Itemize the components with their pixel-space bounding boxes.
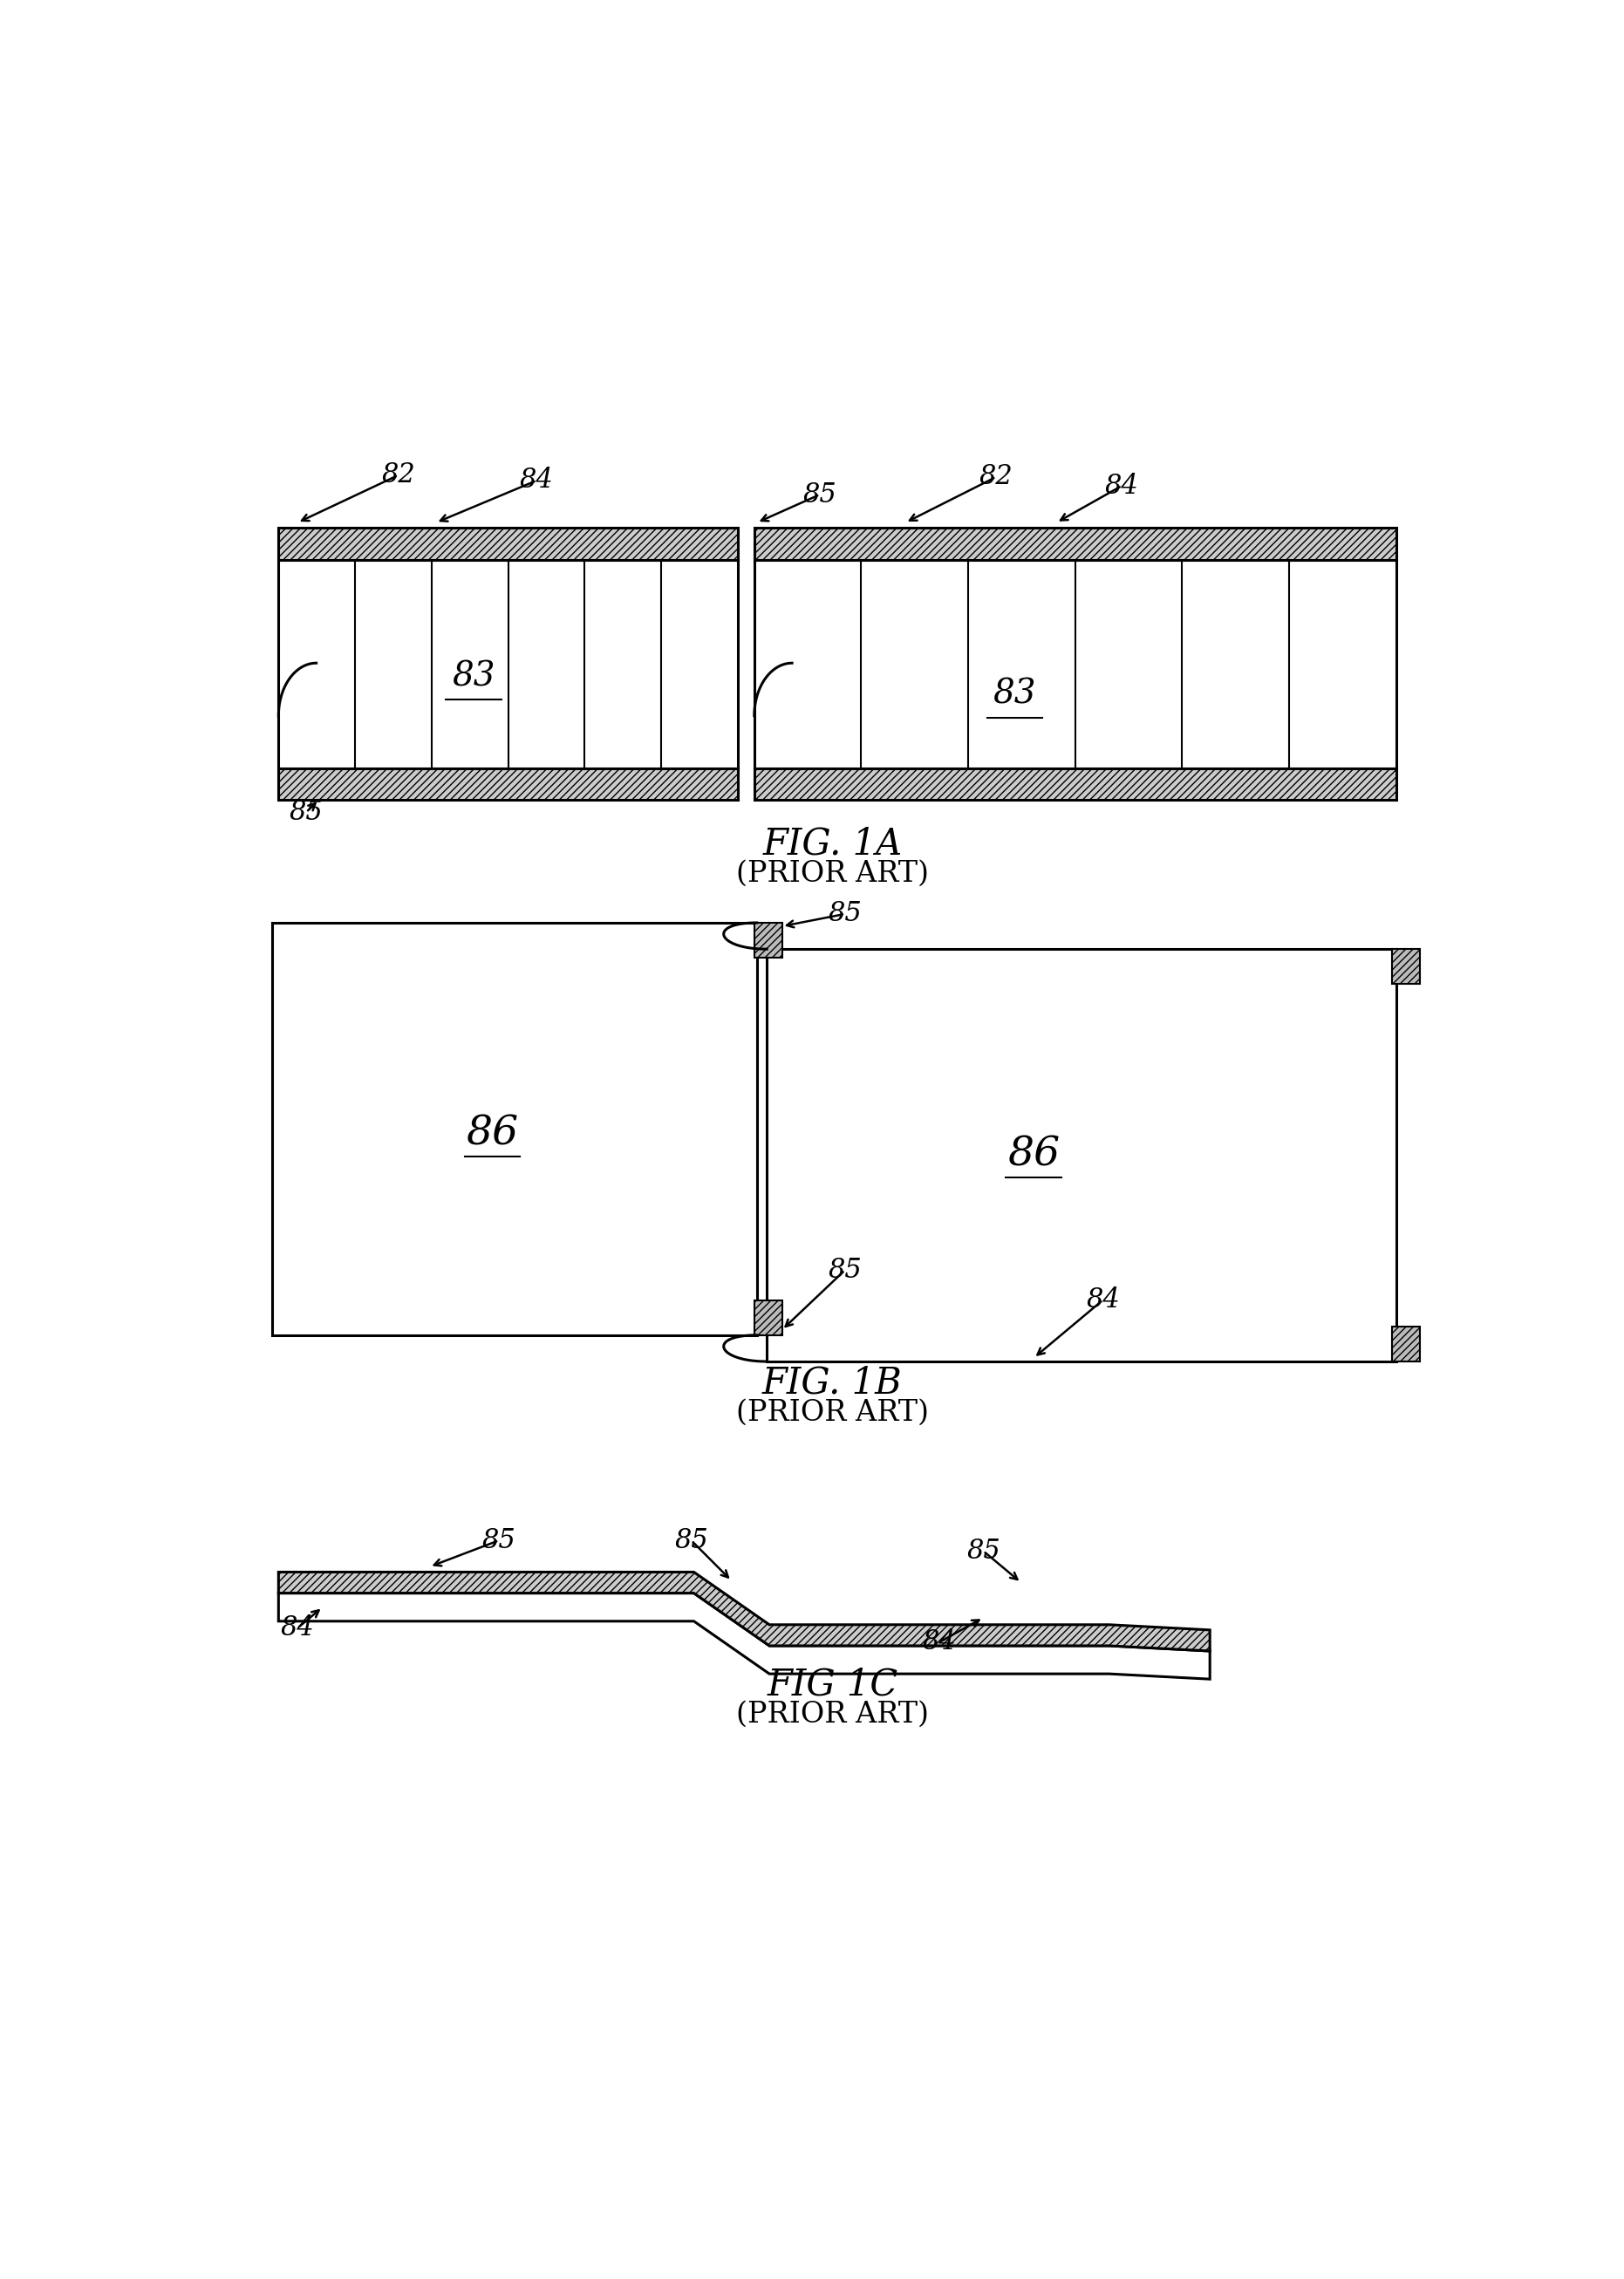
Text: 85: 85 (828, 1256, 862, 1283)
Text: 83: 83 (994, 679, 1036, 711)
Text: 84: 84 (1104, 472, 1138, 499)
Text: 85: 85 (828, 900, 862, 928)
Polygon shape (279, 1573, 1210, 1650)
Bar (279, 561, 737, 768)
Text: (PRIOR ART): (PRIOR ART) (736, 1700, 929, 1727)
Text: 85: 85 (482, 1527, 516, 1554)
Bar (754, 1299, 783, 1335)
Text: 84: 84 (1086, 1288, 1121, 1313)
Text: (PRIOR ART): (PRIOR ART) (736, 1399, 929, 1427)
Text: FIG 1C: FIG 1C (767, 1666, 898, 1702)
Text: 85: 85 (289, 798, 323, 825)
Text: FIG. 1B: FIG. 1B (762, 1365, 903, 1402)
Text: 86: 86 (466, 1114, 518, 1153)
Bar (754, 768, 1397, 800)
Text: 85: 85 (966, 1538, 1000, 1563)
Bar (279, 768, 737, 800)
Text: 82: 82 (382, 463, 416, 488)
Text: FIG. 1A: FIG. 1A (763, 825, 901, 861)
Text: 85: 85 (802, 481, 836, 508)
Text: (PRIOR ART): (PRIOR ART) (736, 859, 929, 887)
Bar (279, 529, 737, 561)
Bar (754, 561, 1397, 768)
Text: 84: 84 (922, 1629, 957, 1657)
Text: 83: 83 (451, 661, 495, 693)
Bar (1392, 1326, 1419, 1361)
Polygon shape (279, 1593, 1210, 1680)
Text: 85: 85 (674, 1527, 708, 1554)
Bar (767, 948, 1397, 1361)
Text: 84: 84 (281, 1616, 315, 1641)
Bar (1392, 948, 1419, 985)
Bar (754, 529, 1397, 561)
Text: 86: 86 (1007, 1135, 1060, 1174)
Bar (754, 923, 783, 957)
Text: 82: 82 (979, 463, 1013, 490)
Text: 84: 84 (520, 467, 554, 495)
Bar (273, 923, 757, 1335)
